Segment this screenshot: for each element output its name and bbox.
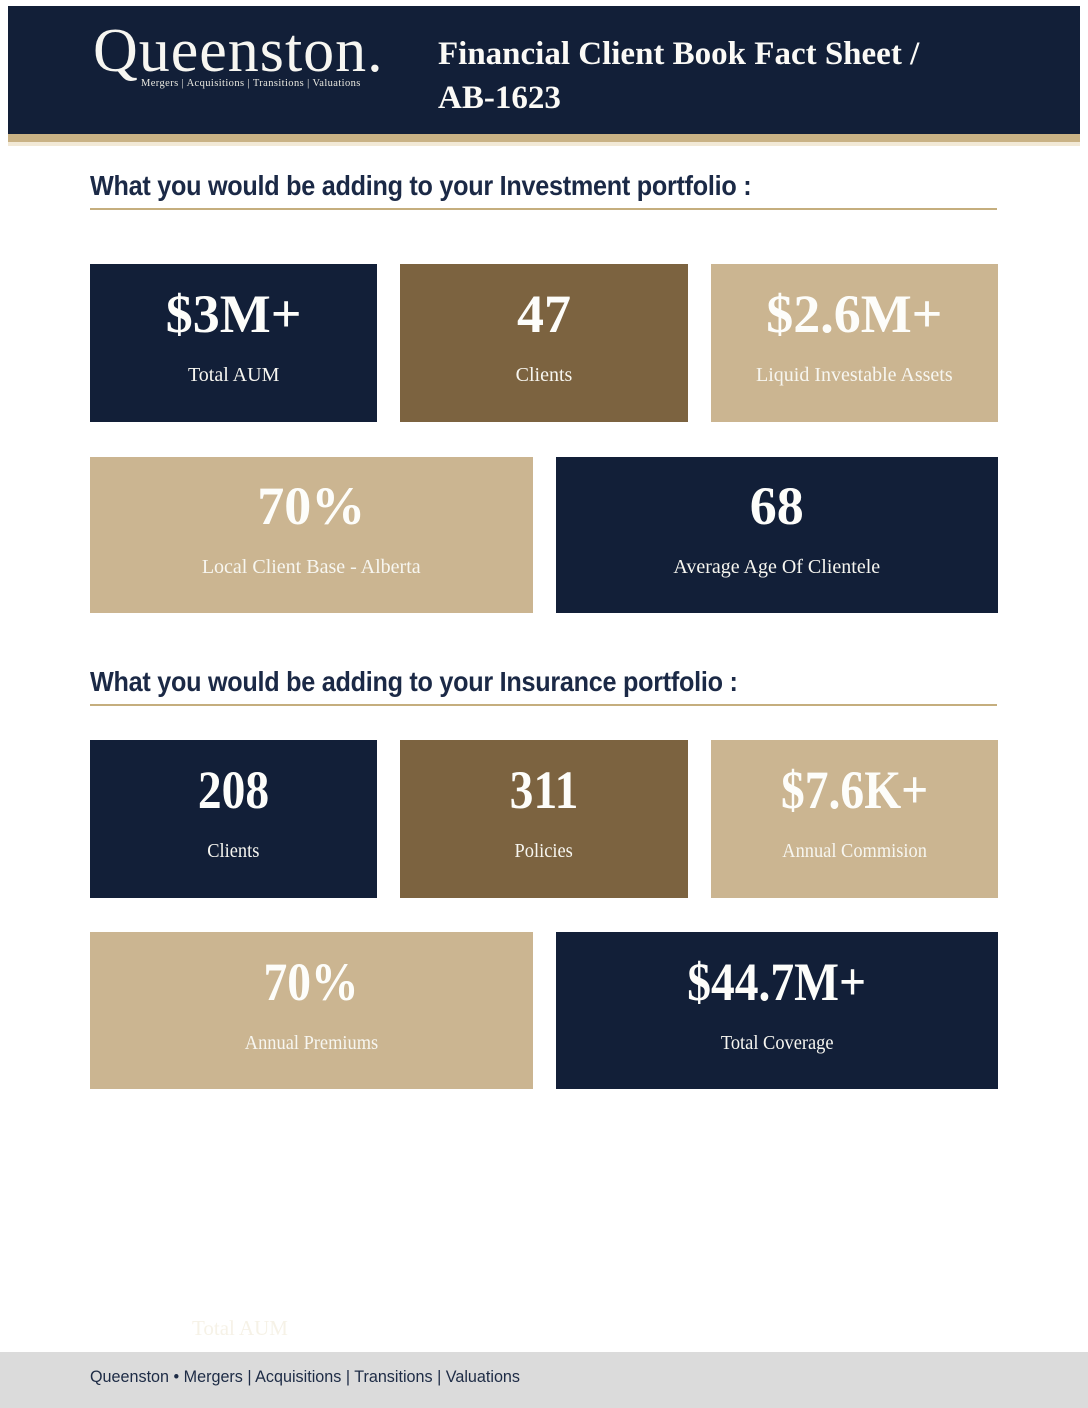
stat-label: Annual Premiums	[244, 1031, 378, 1054]
insurance-heading-text: What you would be adding to your Insuran…	[90, 666, 738, 697]
header-gold-stripe	[8, 134, 1080, 146]
header-banner: Queenston. Mergers | Acquisitions | Tran…	[8, 6, 1080, 134]
stat-card-insurance-clients: 208 Clients	[90, 740, 378, 898]
stat-label: Policies	[514, 840, 574, 862]
investment-section-heading: What you would be adding to your Investm…	[90, 170, 997, 210]
logo-tagline: Mergers | Acquisitions | Transitions | V…	[141, 78, 361, 89]
stat-value: $44.7M+	[687, 951, 867, 1012]
stat-label: Clients	[515, 364, 573, 386]
stat-label: Local Client Base - Alberta	[201, 556, 421, 578]
stat-value: 70%	[257, 476, 366, 536]
stat-value: 208	[198, 760, 270, 820]
stat-value: $3M+	[165, 284, 302, 344]
stat-value: 70%	[263, 951, 359, 1012]
insurance-stats-row-1: 208 Clients 311 Policies $7.6K+ Annual C…	[90, 740, 998, 898]
insurance-stats-row-2: 70% Annual Premiums $44.7M+ Total Covera…	[90, 932, 998, 1089]
stat-card-average-age: 68 Average Age Of Clientele	[555, 457, 998, 613]
stat-label: Clients	[207, 840, 260, 862]
stat-card-policies: 311 Policies	[400, 740, 688, 898]
stat-value: 68	[749, 476, 804, 536]
ghost-total-aum-text: Total AUM	[192, 1316, 288, 1340]
footer-bar: Queenston • Mergers | Acquisitions | Tra…	[0, 1352, 1088, 1408]
queenston-logo: Queenston. Mergers | Acquisitions | Tran…	[93, 18, 384, 89]
logo-wordmark: Queenston.	[93, 17, 384, 85]
stat-label: Average Age Of Clientele	[673, 556, 881, 578]
stat-card-clients: 47 Clients	[400, 264, 688, 422]
insurance-section-heading: What you would be adding to your Insuran…	[90, 666, 997, 706]
stat-card-local-client-base: 70% Local Client Base - Alberta	[90, 457, 533, 613]
stat-value: 311	[509, 760, 579, 820]
stat-card-annual-premiums: 70% Annual Premiums	[90, 932, 533, 1089]
stat-card-total-aum: $3M+ Total AUM	[90, 264, 378, 422]
stat-value: $7.6K+	[780, 760, 928, 820]
stat-label: Total AUM	[187, 364, 280, 386]
stat-label: Liquid Investable Assets	[756, 364, 953, 386]
stat-card-annual-commision: $7.6K+ Annual Commision	[710, 740, 998, 898]
stat-label: Annual Commision	[781, 840, 927, 862]
page-title: Financial Client Book Fact Sheet / AB-16…	[438, 32, 1038, 120]
stat-label: Total Coverage	[720, 1031, 834, 1054]
stat-card-total-coverage: $44.7M+ Total Coverage	[555, 932, 998, 1089]
page-title-line2: AB-1623	[438, 80, 561, 116]
stat-card-liquid-investable-assets: $2.6M+ Liquid Investable Assets	[710, 264, 998, 422]
investment-heading-text: What you would be adding to your Investm…	[90, 170, 752, 201]
investment-stats-row-2: 70% Local Client Base - Alberta 68 Avera…	[90, 457, 998, 613]
stat-value: $2.6M+	[766, 284, 943, 344]
stat-value: 47	[516, 284, 571, 344]
footer-text: Queenston • Mergers | Acquisitions | Tra…	[90, 1367, 520, 1386]
page-title-line1: Financial Client Book Fact Sheet /	[438, 36, 920, 72]
investment-stats-row-1: $3M+ Total AUM 47 Clients $2.6M+ Liquid …	[90, 264, 998, 422]
